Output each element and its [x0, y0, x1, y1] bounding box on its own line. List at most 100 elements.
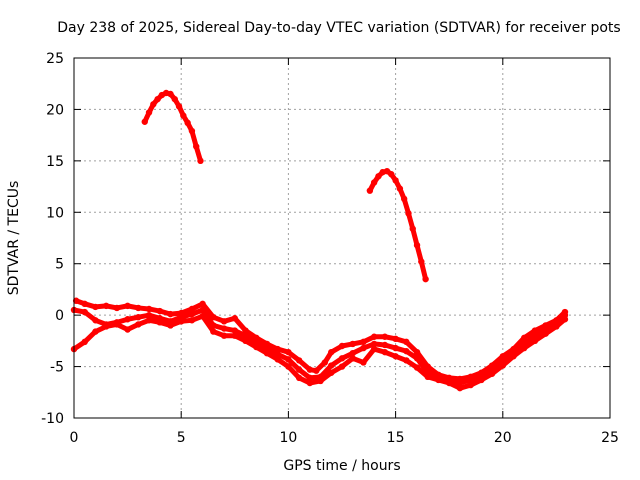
- data-point-4-22: [306, 379, 314, 387]
- data-point-3-5: [124, 316, 131, 323]
- data-point-2-3: [102, 302, 110, 310]
- data-point-2-28: [360, 338, 367, 346]
- data-point-2-22: [306, 366, 314, 373]
- x-axis-label: GPS time / hours: [283, 458, 400, 474]
- data-point-1-8: [400, 195, 408, 203]
- data-point-4-25: [338, 363, 346, 370]
- data-point-4-21: [295, 374, 303, 382]
- data-point-2-43: [521, 334, 528, 341]
- data-point-0-13: [197, 157, 204, 165]
- data-point-1-7: [396, 185, 404, 192]
- data-point-2-11: [188, 305, 196, 313]
- data-point-3-36: [456, 379, 464, 387]
- data-point-2-26: [338, 342, 346, 350]
- data-point-0-8: [175, 103, 183, 110]
- data-point-3-25: [338, 355, 346, 362]
- x-tick-label-1: 5: [177, 430, 186, 446]
- data-point-2-2: [92, 303, 99, 311]
- data-point-4-16: [242, 337, 249, 345]
- data-point-2-21: [295, 357, 303, 364]
- data-point-2-27: [349, 340, 356, 348]
- data-point-4-27: [360, 359, 367, 366]
- series-band-lower: [70, 312, 569, 392]
- data-point-3-15: [231, 327, 238, 334]
- data-point-3-22: [306, 374, 314, 382]
- y-tick-label-0: -10: [41, 411, 64, 427]
- data-point-4-7: [145, 317, 153, 324]
- data-point-4-46: [561, 316, 569, 323]
- chart-title: Day 238 of 2025, Sidereal Day-to-day VTE…: [57, 20, 620, 36]
- data-point-1-0: [366, 187, 374, 194]
- data-point-4-40: [499, 362, 506, 369]
- data-point-4-36: [456, 384, 464, 392]
- data-point-4-35: [446, 379, 453, 387]
- data-point-4-3: [102, 323, 110, 330]
- data-point-3-21: [295, 366, 303, 373]
- data-point-3-29: [381, 341, 389, 349]
- data-point-2-31: [392, 335, 399, 342]
- data-point-3-31: [403, 347, 410, 355]
- x-tick-label-5: 25: [601, 430, 619, 446]
- data-point-0-3: [154, 95, 161, 103]
- data-point-0-0: [141, 118, 148, 125]
- data-point-2-9: [167, 310, 174, 318]
- data-point-4-32: [413, 364, 421, 371]
- data-point-4-17: [253, 343, 260, 351]
- data-point-4-4: [113, 321, 121, 328]
- data-point-1-12: [418, 258, 425, 265]
- data-point-0-9: [180, 112, 187, 119]
- data-point-4-29: [381, 348, 389, 356]
- data-point-1-6: [392, 177, 399, 184]
- data-point-3-1: [81, 308, 88, 316]
- data-point-4-34: [435, 376, 442, 384]
- data-point-4-39: [488, 370, 496, 377]
- data-point-3-6: [135, 314, 142, 321]
- data-point-2-24: [321, 359, 329, 366]
- data-point-4-15: [231, 332, 238, 339]
- data-point-4-10: [178, 318, 185, 325]
- x-tick-label-2: 10: [279, 430, 297, 446]
- data-point-4-2: [92, 328, 99, 335]
- data-point-4-31: [403, 357, 410, 364]
- data-point-4-41: [510, 353, 517, 360]
- data-point-0-1: [145, 109, 153, 116]
- data-point-4-28: [370, 345, 378, 353]
- y-tick-label-5: 15: [46, 154, 64, 170]
- data-point-4-18: [263, 350, 271, 357]
- data-point-4-6: [135, 321, 142, 328]
- data-point-0-12: [193, 143, 200, 150]
- data-point-4-38: [478, 376, 485, 384]
- data-point-2-0: [72, 297, 80, 304]
- data-point-4-9: [167, 322, 174, 329]
- data-point-3-28: [370, 340, 378, 348]
- data-point-3-7: [145, 311, 153, 319]
- data-point-2-16: [242, 327, 249, 334]
- data-point-4-26: [349, 355, 356, 362]
- data-point-1-10: [409, 225, 416, 232]
- data-point-3-11: [188, 310, 196, 318]
- data-point-3-30: [392, 344, 399, 352]
- data-point-0-11: [188, 127, 196, 135]
- data-point-4-12: [199, 312, 206, 320]
- axis-ticks: 0 5 10 15 20 25 -10 -5 0 5 10 15 20 25: [41, 51, 619, 446]
- data-point-3-32: [413, 355, 421, 362]
- series-arc-midday-high: [366, 167, 429, 283]
- data-point-0-2: [150, 101, 157, 108]
- data-point-3-2: [92, 317, 99, 324]
- data-point-2-20: [285, 348, 292, 356]
- data-point-0-6: [167, 90, 174, 98]
- data-point-2-1: [81, 300, 88, 308]
- data-point-4-37: [467, 381, 474, 389]
- data-point-3-37: [467, 376, 474, 384]
- data-point-4-5: [124, 326, 131, 333]
- data-point-3-14: [220, 325, 228, 332]
- y-tick-label-1: -5: [50, 360, 64, 376]
- data-point-3-20: [285, 356, 292, 363]
- data-point-4-30: [392, 353, 399, 360]
- grid-lines: [74, 58, 610, 418]
- data-point-2-12: [199, 300, 206, 308]
- data-point-4-13: [210, 328, 217, 335]
- data-point-2-30: [381, 333, 389, 340]
- data-point-1-11: [413, 242, 421, 249]
